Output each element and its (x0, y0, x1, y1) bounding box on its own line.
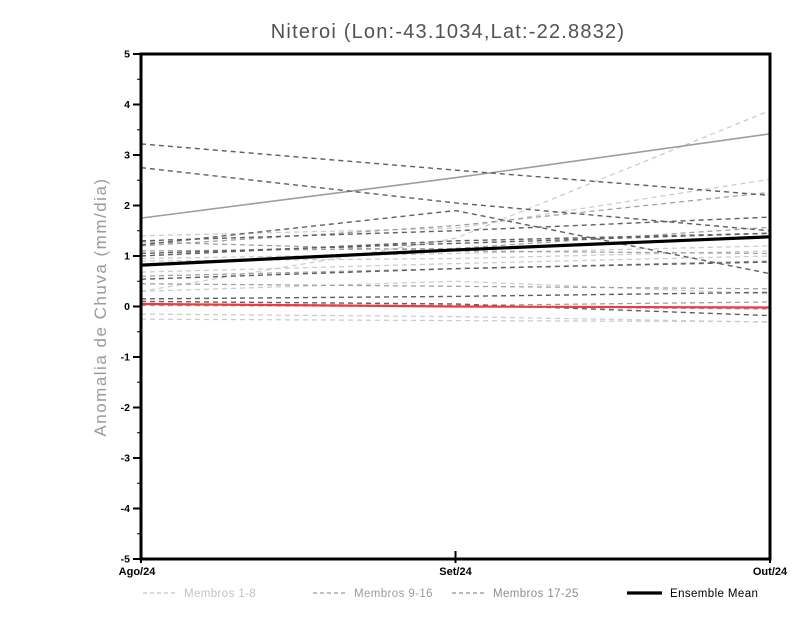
y-tick-label: -3 (121, 453, 130, 465)
member-line (140, 132, 771, 219)
legend: Membros 1-8 Membros 9-16 Membros 17-25 E… (143, 588, 758, 600)
y-tick-label: -4 (121, 503, 130, 515)
y-tick-label: -2 (121, 402, 130, 414)
y-tick-label: 3 (124, 150, 130, 162)
member-line (140, 178, 771, 237)
y-tick-label: -5 (121, 554, 130, 566)
legend-label-membros-9-16: Membros 9-16 (354, 588, 433, 600)
y-tick-label: 1 (124, 251, 130, 263)
y-axis-label: Anomalia de Chuva (mm/dia) (91, 177, 110, 436)
member-line (140, 283, 771, 290)
legend-label-ensemble-mean: Ensemble Mean (670, 588, 758, 600)
x-tick-label: Out/24 (753, 566, 788, 578)
y-tick-label: 5 (124, 49, 130, 61)
member-line (140, 143, 771, 197)
member-line (140, 209, 771, 275)
x-tick-label: Set/24 (439, 566, 472, 578)
reference-line (140, 302, 771, 309)
member-line (140, 318, 771, 323)
member-line (140, 261, 771, 280)
member-line (140, 313, 771, 323)
member-line (140, 241, 771, 255)
legend-label-membros-1-8: Membros 1-8 (184, 588, 256, 600)
member-line (140, 291, 771, 300)
member-line (140, 260, 771, 277)
ensemble-mean-line (140, 235, 771, 267)
member-line (140, 300, 771, 317)
member-line (140, 216, 771, 242)
x-tick-label: Ago/24 (119, 566, 157, 578)
member-line (140, 280, 771, 295)
y-tick-label: 4 (124, 99, 130, 111)
y-tick-label: -1 (121, 352, 130, 364)
chart-title: Niteroi (Lon:-43.1034,Lat:-22.8832) (271, 21, 625, 43)
member-line (140, 191, 771, 247)
member-line (140, 226, 771, 252)
legend-label-membros-17-25: Membros 17-25 (493, 588, 579, 600)
y-tick-label: 0 (124, 301, 130, 313)
member-line (140, 245, 771, 260)
member-line (140, 301, 771, 307)
member-line (140, 250, 771, 262)
series-layer (140, 109, 771, 323)
member-line (140, 109, 771, 292)
y-tick-label: 2 (124, 200, 130, 212)
member-line (140, 255, 771, 273)
member-line (140, 232, 771, 255)
member-line (140, 232, 771, 257)
